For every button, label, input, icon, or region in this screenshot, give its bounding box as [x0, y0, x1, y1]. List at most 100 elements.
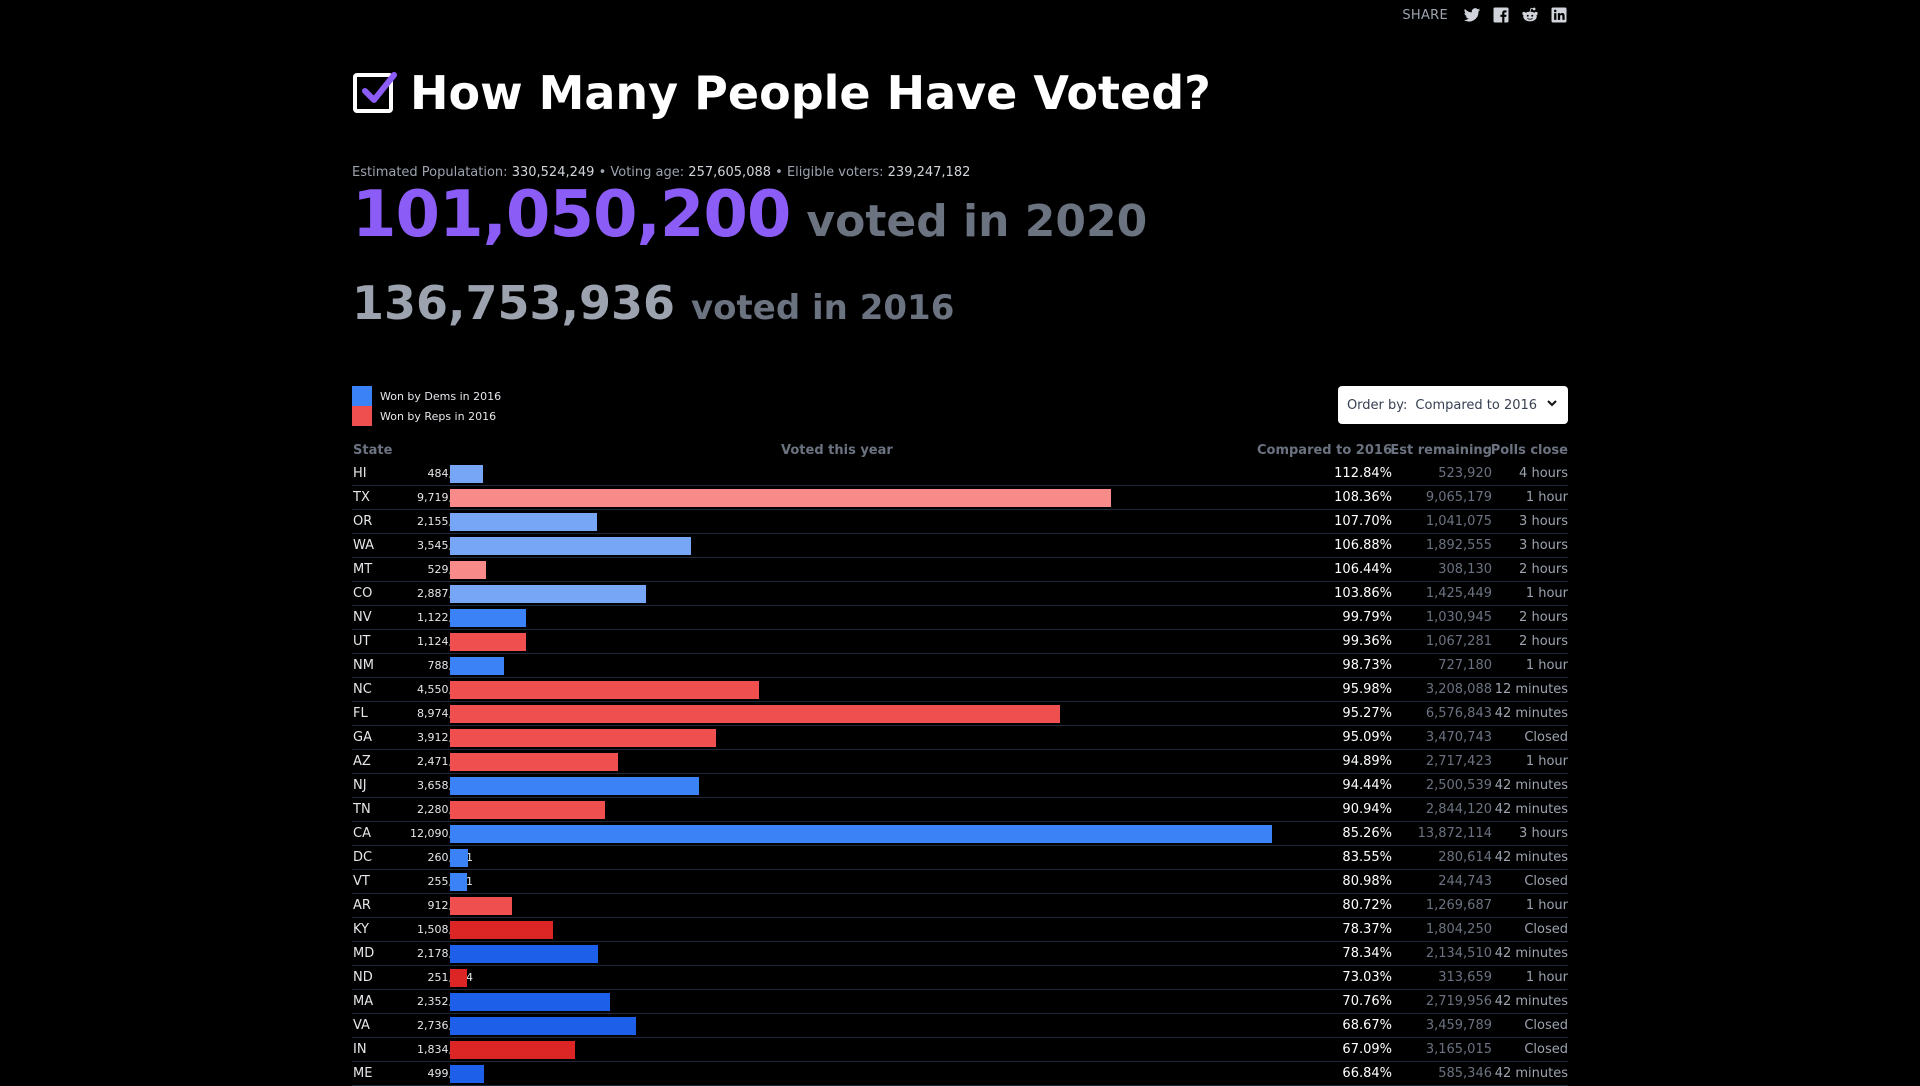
legend-item-reps: Won by Reps in 2016 [352, 406, 501, 426]
compared-cell: 98.73% [1342, 658, 1392, 673]
state-cell: NJ [353, 778, 367, 793]
state-cell: VA [353, 1018, 370, 1033]
compared-cell: 108.36% [1334, 490, 1392, 505]
header-polls[interactable]: Polls close [1490, 443, 1568, 458]
remaining-cell: 523,920 [1438, 466, 1492, 481]
remaining-cell: 727,180 [1438, 658, 1492, 673]
table-row: KY 1,508,000 78.37% 1,804,250 Closed [352, 918, 1568, 942]
polls-cell: 4 hours [1519, 466, 1568, 481]
page-title: How Many People Have Voted? [410, 66, 1211, 120]
vote-bar [450, 465, 483, 483]
state-cell: IN [353, 1042, 367, 1057]
state-cell: GA [353, 730, 372, 745]
compared-cell: 67.09% [1342, 1042, 1392, 1057]
vote-bar [450, 585, 646, 603]
vote-bar [450, 753, 618, 771]
polls-cell: 1 hour [1525, 898, 1568, 913]
separator: • [775, 165, 783, 180]
table-row: GA 3,912,819 95.09% 3,470,743 Closed [352, 726, 1568, 750]
polls-cell: Closed [1524, 922, 1568, 937]
remaining-cell: 244,743 [1438, 874, 1492, 889]
compared-cell: 95.98% [1342, 682, 1392, 697]
remaining-cell: 3,208,088 [1425, 682, 1492, 697]
state-cell: TN [353, 802, 371, 817]
compared-cell: 106.44% [1334, 562, 1392, 577]
compared-cell: 66.84% [1342, 1066, 1392, 1081]
state-cell: CO [353, 586, 373, 601]
polls-cell: Closed [1524, 1018, 1568, 1033]
legend: Won by Dems in 2016 Won by Reps in 2016 [352, 386, 501, 426]
table-row: CA 12,090,534 85.26% 13,872,114 3 hours [352, 822, 1568, 846]
table-row: NV 1,122,970 99.79% 1,030,945 2 hours [352, 606, 1568, 630]
remaining-cell: 585,346 [1438, 1066, 1492, 1081]
legend-swatch-dems [352, 386, 372, 406]
voted-2016-text: voted in 2016 [691, 288, 955, 328]
state-cell: MT [353, 562, 373, 577]
remaining-cell: 9,065,179 [1425, 490, 1492, 505]
state-cell: AZ [353, 754, 371, 769]
legend-label-dems: Won by Dems in 2016 [380, 389, 502, 403]
remaining-cell: 2,719,956 [1425, 994, 1492, 1009]
compared-cell: 70.76% [1342, 994, 1392, 1009]
polls-cell: 42 minutes [1494, 802, 1568, 817]
state-cell: NC [353, 682, 372, 697]
polls-cell: 42 minutes [1494, 1066, 1568, 1081]
vote-bar [450, 993, 610, 1011]
remaining-cell: 2,717,423 [1425, 754, 1492, 769]
facebook-icon[interactable] [1492, 6, 1510, 24]
state-cell: KY [353, 922, 370, 937]
polls-cell: 2 hours [1519, 562, 1568, 577]
polls-cell: 1 hour [1525, 970, 1568, 985]
remaining-cell: 1,804,250 [1425, 922, 1492, 937]
state-cell: VT [353, 874, 370, 889]
vote-bar [450, 873, 467, 891]
polls-cell: 1 hour [1525, 658, 1568, 673]
polls-cell: 1 hour [1525, 586, 1568, 601]
vote-bar [450, 969, 467, 987]
compared-cell: 90.94% [1342, 802, 1392, 817]
polls-cell: 3 hours [1519, 826, 1568, 841]
compared-cell: 99.79% [1342, 610, 1392, 625]
order-by-select[interactable]: Order by: Compared to 2016 [1338, 386, 1568, 424]
header-remaining[interactable]: Est remaining [1390, 443, 1492, 458]
remaining-cell: 1,425,449 [1425, 586, 1492, 601]
compared-cell: 94.44% [1342, 778, 1392, 793]
compared-cell: 73.03% [1342, 970, 1392, 985]
vote-bar [450, 777, 699, 795]
header-compared[interactable]: Compared to 2016 [1256, 443, 1392, 458]
table-row: FL 8,974,896 95.27% 6,576,843 42 minutes [352, 702, 1568, 726]
polls-cell: 42 minutes [1494, 994, 1568, 1009]
state-cell: ME [353, 1066, 373, 1081]
est-pop-label: Estimated Populatation: [352, 165, 508, 180]
state-cell: NM [353, 658, 374, 673]
linkedin-icon[interactable] [1550, 6, 1568, 24]
state-cell: MA [353, 994, 374, 1009]
remaining-cell: 1,030,945 [1425, 610, 1492, 625]
vote-bar [450, 633, 526, 651]
header-voted[interactable]: Voted this year [781, 443, 893, 458]
state-cell: CA [353, 826, 371, 841]
compared-cell: 106.88% [1334, 538, 1392, 553]
vote-bar [450, 513, 597, 531]
polls-cell: 42 minutes [1494, 850, 1568, 865]
legend-swatch-reps [352, 406, 372, 426]
table-row: NC 4,550,963 95.98% 3,208,088 12 minutes [352, 678, 1568, 702]
header-state[interactable]: State [353, 443, 393, 458]
compared-cell: 78.34% [1342, 946, 1392, 961]
remaining-cell: 1,892,555 [1425, 538, 1492, 553]
state-cell: MD [353, 946, 375, 961]
compared-cell: 80.98% [1342, 874, 1392, 889]
reddit-icon[interactable] [1521, 6, 1539, 24]
polls-cell: 3 hours [1519, 514, 1568, 529]
compared-cell: 95.09% [1342, 730, 1392, 745]
twitter-icon[interactable] [1463, 6, 1481, 24]
polls-cell: 12 minutes [1494, 682, 1568, 697]
polls-cell: 3 hours [1519, 538, 1568, 553]
